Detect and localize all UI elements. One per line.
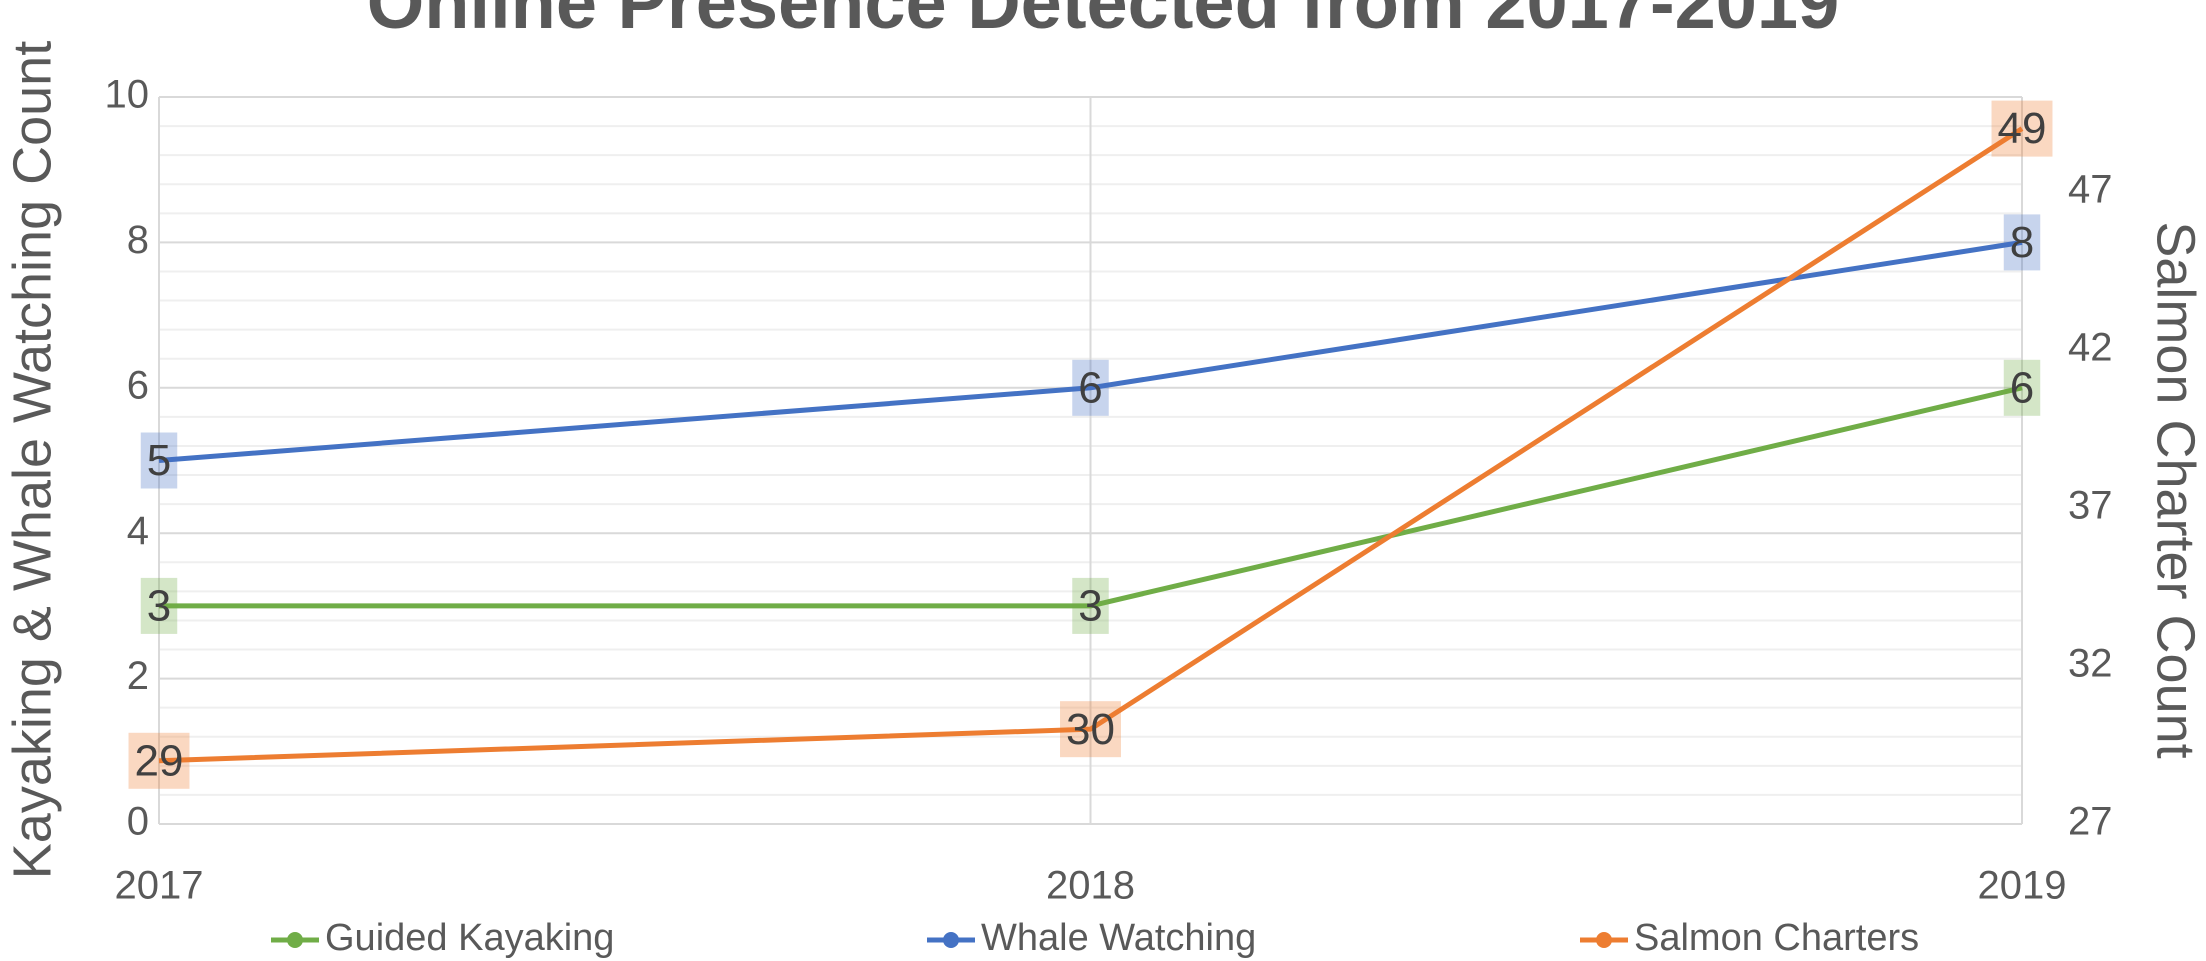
x-tick-label: 2018 xyxy=(1046,864,1135,908)
data-label-text: 30 xyxy=(1066,705,1115,754)
data-label-box xyxy=(2003,359,2041,416)
data-label-box xyxy=(1072,359,1109,416)
data-label: 29 xyxy=(128,732,190,789)
y-tick-label: 10 xyxy=(105,73,150,117)
y2-tick-label: 32 xyxy=(2068,642,2113,686)
series-line xyxy=(159,385,2023,609)
data-label: 49 xyxy=(1991,100,2053,157)
data-label: 5 xyxy=(140,432,178,489)
series-line xyxy=(158,126,2024,764)
y2-tick-label: 37 xyxy=(2068,483,2113,527)
y-tick-label: 4 xyxy=(127,509,149,553)
series-line xyxy=(158,239,2023,463)
x-tick-label: 2019 xyxy=(1978,864,2067,908)
legend-label: Whale Watching xyxy=(981,917,1256,959)
y2-tick-label: 47 xyxy=(2068,167,2113,211)
y-tick-label: 8 xyxy=(127,218,149,262)
data-label-box xyxy=(140,432,178,489)
data-label: 8 xyxy=(2003,214,2041,271)
data-label: 30 xyxy=(1060,701,1121,758)
y2-axis-title: Salmon Charter Count xyxy=(2146,221,2206,758)
data-label-text: 8 xyxy=(2010,218,2034,267)
data-label: 6 xyxy=(2003,359,2041,416)
data-label-box xyxy=(2003,214,2041,271)
legend-marker xyxy=(943,932,959,948)
data-label-text: 49 xyxy=(1998,104,2047,153)
y-tick-label: 2 xyxy=(127,654,149,698)
data-label-box xyxy=(1060,701,1121,758)
data-label-box xyxy=(140,577,178,634)
legend-marker xyxy=(287,932,303,948)
chart-title: Online Presence Detected from 2017-2019 xyxy=(367,0,1839,44)
data-label-box xyxy=(128,732,190,789)
y2-tick-label: 27 xyxy=(2068,800,2113,844)
data-label: 3 xyxy=(1072,577,1109,634)
data-label-text: 6 xyxy=(2010,363,2034,412)
y-tick-label: 6 xyxy=(127,363,149,407)
data-label: 3 xyxy=(140,577,178,634)
legend-marker xyxy=(1596,932,1612,948)
y-tick-label: 0 xyxy=(127,800,149,844)
data-label-box xyxy=(1072,577,1109,634)
y2-tick-label: 42 xyxy=(2068,325,2113,369)
y-axis-title: Kayaking & Whale Watching Count xyxy=(2,41,62,879)
data-label-text: 3 xyxy=(147,582,171,631)
legend-label: Salmon Charters xyxy=(1634,917,1919,959)
legend-label: Guided Kayaking xyxy=(325,917,614,959)
data-label-text: 29 xyxy=(135,736,184,785)
x-tick-label: 2017 xyxy=(115,864,204,908)
data-label: 6 xyxy=(1072,359,1109,416)
data-label-text: 3 xyxy=(1078,582,1102,631)
data-label-text: 5 xyxy=(147,436,171,485)
data-label-box xyxy=(1991,100,2053,157)
data-label-text: 6 xyxy=(1078,363,1102,412)
